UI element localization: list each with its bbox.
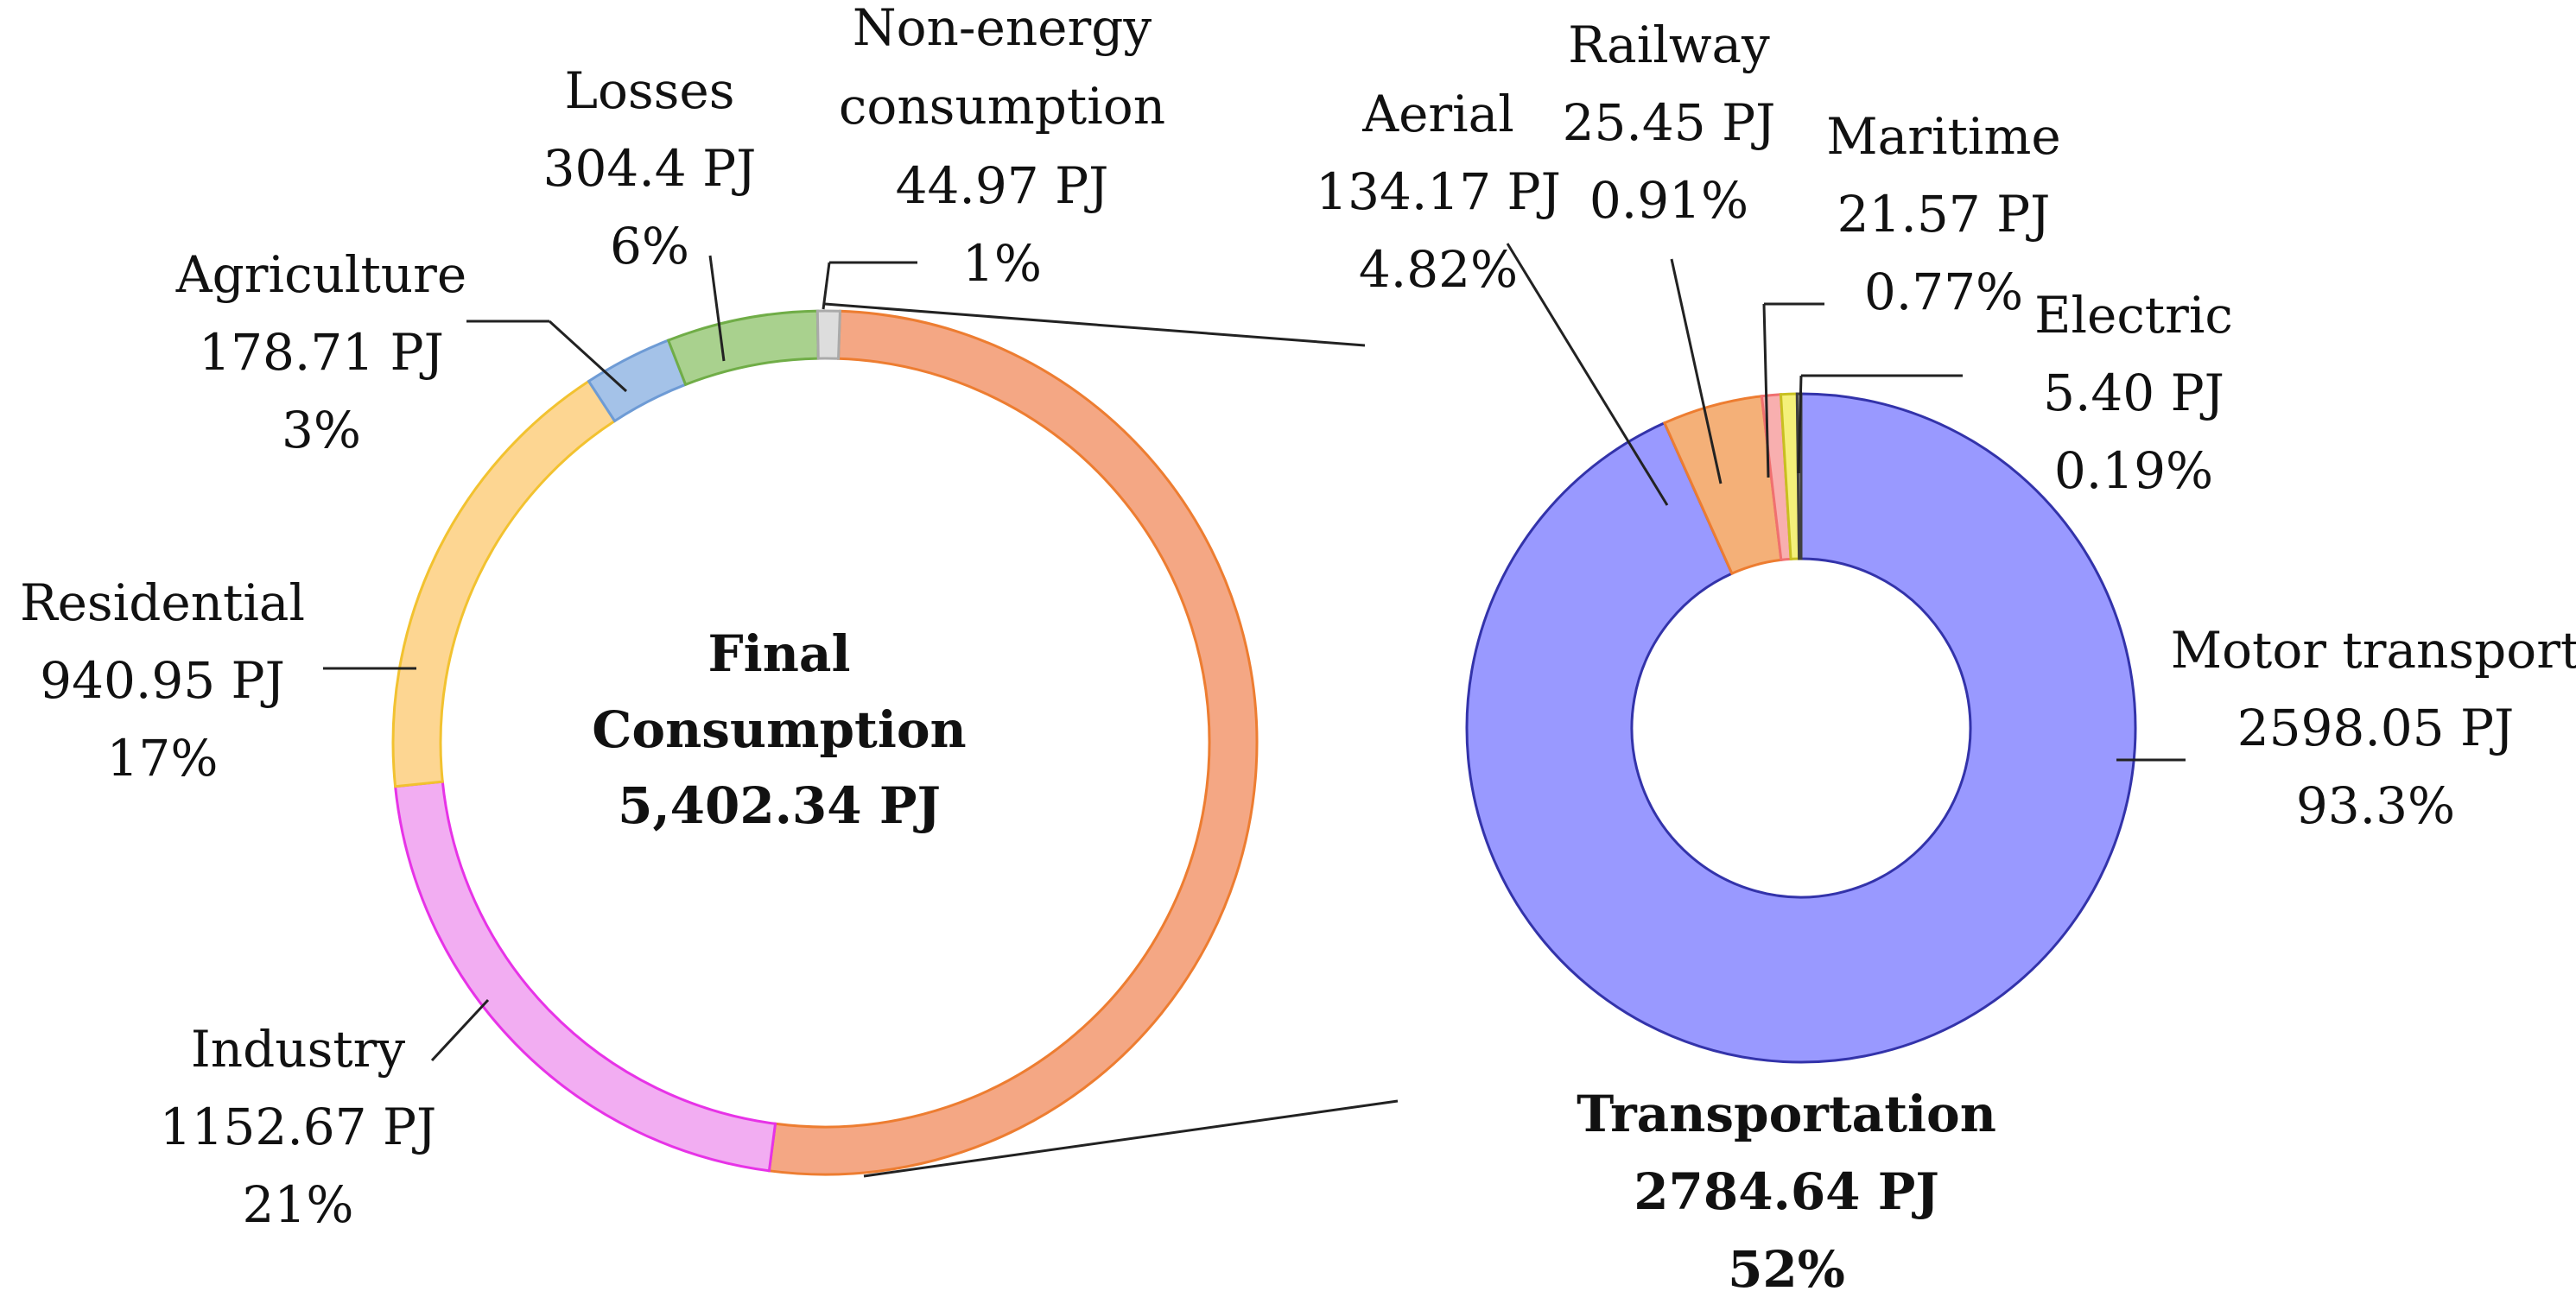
leader-line-electric <box>1797 375 1803 474</box>
leader-line-non-energy <box>822 262 831 310</box>
slice-motor-transport <box>1465 392 2137 1064</box>
label-maritime-pct: 0.77% <box>1864 263 2023 321</box>
label-railway-pct: 0.91% <box>1589 171 1748 230</box>
label-losses-name: Losses <box>564 61 734 120</box>
final-consumption-donut <box>391 309 1259 1176</box>
label-residential-pct: 17% <box>107 729 219 788</box>
center-label-line2: Consumption <box>592 700 966 759</box>
leader-line-industry <box>430 998 490 1062</box>
label-losses-pct: 6% <box>610 217 689 275</box>
leader-line-aerial <box>1506 243 1669 506</box>
label-electric-value: 5.40 PJ <box>2043 364 2224 422</box>
label-non-energy-pct: 1% <box>962 234 1042 293</box>
slice-transportation <box>767 309 1259 1176</box>
transportation-title: Transportation <box>1577 1085 1996 1143</box>
leader-line-railway <box>1670 258 1723 484</box>
connector-bottom-line <box>863 1099 1399 1178</box>
transportation-pct: 52% <box>1728 1240 1845 1299</box>
label-aerial-pct: 4.82% <box>1359 240 1518 299</box>
label-industry-pct: 21% <box>243 1175 354 1234</box>
transportation-donut <box>1465 392 2137 1064</box>
label-losses-value: 304.4 PJ <box>543 139 757 198</box>
label-maritime-value: 21.57 PJ <box>1837 185 2051 244</box>
label-agriculture-pct: 3% <box>282 401 361 459</box>
leader-line-maritime <box>1762 303 1770 478</box>
label-non-energy-name2: consumption <box>839 77 1165 136</box>
center-label-total: 5,402.34 PJ <box>618 776 941 835</box>
label-residential-value: 940.95 PJ <box>40 651 285 710</box>
label-aerial-value: 134.17 PJ <box>1316 162 1561 221</box>
center-label-line1: Final <box>708 624 851 683</box>
connector-top-line <box>824 302 1366 347</box>
label-industry-name: Industry <box>191 1020 406 1079</box>
label-maritime-name: Maritime <box>1826 107 2060 166</box>
label-motor-pct: 93.3% <box>2296 776 2455 835</box>
label-non-energy-name1: Non-energy <box>853 0 1152 57</box>
label-non-energy-value: 44.97 PJ <box>896 156 1109 215</box>
leader-line-agriculture <box>548 320 628 393</box>
label-motor-value: 2598.05 PJ <box>2237 699 2515 757</box>
label-agriculture-name: Agriculture <box>175 245 466 304</box>
slice-non-energy-consumption <box>815 309 842 360</box>
label-residential-name: Residential <box>20 573 305 632</box>
label-motor-name: Motor transport <box>2171 621 2576 680</box>
label-electric-name: Electric <box>2034 286 2233 345</box>
label-aerial-name: Aerial <box>1361 85 1514 143</box>
transportation-total: 2784.64 PJ <box>1634 1162 1939 1221</box>
leader-line-losses <box>708 255 726 362</box>
label-industry-value: 1152.67 PJ <box>160 1098 437 1156</box>
label-railway-value: 25.45 PJ <box>1563 93 1776 152</box>
label-agriculture-value: 178.71 PJ <box>199 323 444 382</box>
label-railway-name: Railway <box>1568 16 1770 74</box>
slice-residential <box>391 379 617 788</box>
label-electric-pct: 0.19% <box>2054 441 2213 500</box>
slice-losses <box>666 309 820 387</box>
slice-industry <box>393 780 777 1173</box>
